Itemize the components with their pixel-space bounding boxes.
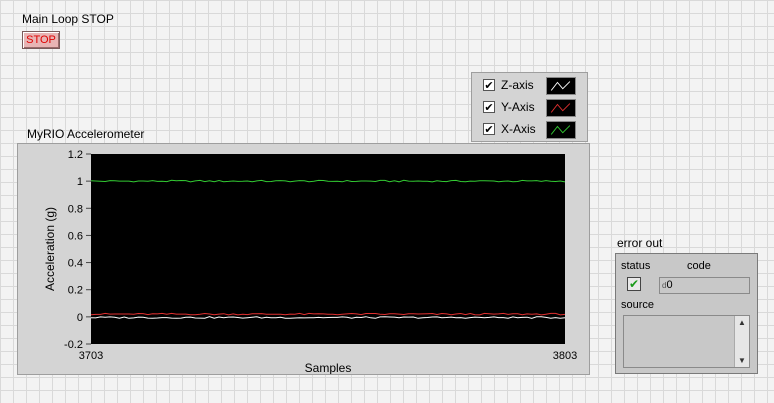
- legend-item-x-axis[interactable]: ✔ X-Axis: [472, 119, 587, 141]
- y-tick-label: 0.8: [68, 203, 83, 215]
- y-tick-label: 0.4: [68, 258, 83, 270]
- code-value: 0: [666, 279, 673, 291]
- scroll-up-icon[interactable]: ▲: [738, 318, 746, 327]
- z-axis-checkbox[interactable]: ✔: [483, 79, 495, 92]
- legend-label: Y-Axis: [501, 100, 535, 114]
- code-field[interactable]: d0: [659, 277, 750, 294]
- plot-legend: ✔ Z-axis ✔ Y-Axis ✔ X-Axis: [471, 72, 588, 142]
- x-axis-label: Samples: [305, 361, 352, 374]
- status-label: status: [621, 260, 651, 272]
- stop-button[interactable]: STOP: [22, 31, 60, 49]
- error-out-title: error out: [617, 236, 663, 250]
- x-axis-line-swatch-icon[interactable]: [546, 121, 576, 139]
- series-line-y-axis: [90, 312, 566, 316]
- legend-label: X-Axis: [501, 122, 536, 136]
- x-axis-checkbox[interactable]: ✔: [483, 123, 495, 136]
- scroll-down-icon[interactable]: ▼: [738, 356, 746, 365]
- chart-svg: 1.2 1 0.8 0.6 0.4 0.2 0 -0.2 3703 3803 Accelerat…: [43, 149, 577, 374]
- y-axis-checkbox[interactable]: ✔: [483, 101, 495, 114]
- legend-item-y-axis[interactable]: ✔ Y-Axis: [472, 97, 587, 119]
- y-tick-label: 1.2: [68, 149, 83, 161]
- waveform-chart: 1.2 1 0.8 0.6 0.4 0.2 0 -0.2 3703 3803 Accelerat…: [17, 143, 590, 375]
- code-radix-icon: d: [662, 281, 667, 290]
- y-tick-label: -0.2: [64, 339, 83, 351]
- y-tick-label: 0.2: [68, 285, 83, 297]
- series-line-z-axis: [90, 316, 566, 319]
- legend-item-z-axis[interactable]: ✔ Z-axis: [472, 75, 587, 97]
- y-tick-label: 0.6: [68, 230, 83, 242]
- status-indicator: ✔: [627, 277, 641, 291]
- status-check-icon: ✔: [628, 277, 640, 291]
- source-scrollbar[interactable]: ▲ ▼: [734, 316, 749, 367]
- source-label: source: [621, 299, 655, 311]
- x-tick-label: 3803: [553, 350, 577, 362]
- source-field[interactable]: [623, 315, 750, 368]
- legend-label: Z-axis: [501, 78, 534, 92]
- main-loop-stop-label: Main Loop STOP: [22, 12, 114, 26]
- plot-area[interactable]: [91, 154, 565, 344]
- x-tick-label: 3703: [79, 350, 103, 362]
- z-axis-line-swatch-icon[interactable]: [546, 77, 576, 95]
- y-tick-label: 1: [77, 176, 83, 188]
- y-axis-line-swatch-icon[interactable]: [546, 99, 576, 117]
- graph-title: MyRIO Accelerometer: [27, 127, 145, 141]
- code-label: code: [687, 260, 711, 272]
- y-tick-label: 0: [77, 312, 83, 324]
- y-axis-label: Acceleration (g): [43, 207, 57, 291]
- series-line-x-axis: [90, 179, 566, 183]
